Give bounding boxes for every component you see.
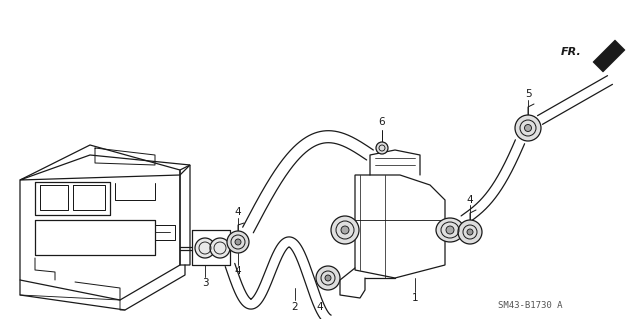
Ellipse shape [341, 226, 349, 234]
Text: 4: 4 [317, 302, 323, 312]
Ellipse shape [525, 124, 531, 131]
Text: 4: 4 [235, 266, 241, 276]
Text: 2: 2 [292, 302, 298, 312]
Ellipse shape [331, 216, 359, 244]
Text: 4: 4 [467, 195, 474, 205]
Text: 1: 1 [412, 293, 419, 303]
Ellipse shape [458, 220, 482, 244]
Ellipse shape [235, 239, 241, 245]
Ellipse shape [515, 115, 541, 141]
Text: 3: 3 [202, 278, 208, 288]
Ellipse shape [446, 226, 454, 234]
Ellipse shape [376, 142, 388, 154]
Text: FR.: FR. [561, 47, 582, 57]
Text: 6: 6 [379, 117, 385, 127]
Ellipse shape [467, 229, 473, 235]
Ellipse shape [436, 218, 464, 242]
Text: 5: 5 [525, 89, 531, 99]
Text: 4: 4 [235, 207, 241, 217]
Ellipse shape [316, 266, 340, 290]
Ellipse shape [325, 275, 331, 281]
Polygon shape [593, 40, 625, 72]
Ellipse shape [195, 238, 215, 258]
Ellipse shape [210, 238, 230, 258]
Ellipse shape [227, 231, 249, 253]
Text: SM43-B1730 A: SM43-B1730 A [498, 300, 563, 309]
